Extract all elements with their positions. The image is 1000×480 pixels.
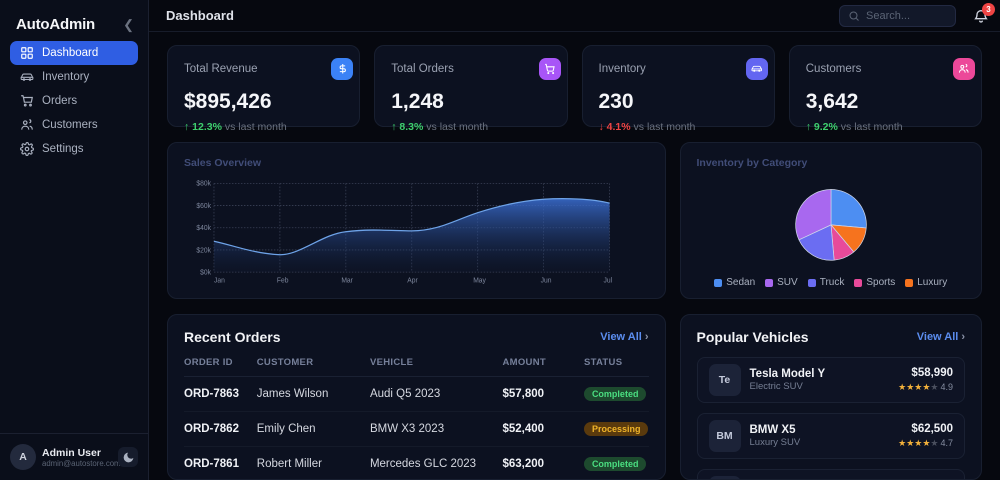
svg-text:$80k: $80k [196, 181, 211, 188]
svg-text:$20k: $20k [196, 247, 211, 254]
svg-text:Apr: Apr [407, 277, 418, 284]
svg-text:Mar: Mar [341, 277, 353, 284]
svg-text:Jul: Jul [604, 277, 613, 284]
svg-text:$40k: $40k [196, 225, 211, 232]
svg-text:May: May [473, 277, 486, 284]
svg-text:$0k: $0k [200, 269, 211, 276]
svg-text:Jan: Jan [214, 277, 225, 284]
svg-text:Jun: Jun [541, 277, 552, 284]
svg-text:Feb: Feb [277, 277, 289, 284]
svg-text:$60k: $60k [196, 203, 211, 210]
